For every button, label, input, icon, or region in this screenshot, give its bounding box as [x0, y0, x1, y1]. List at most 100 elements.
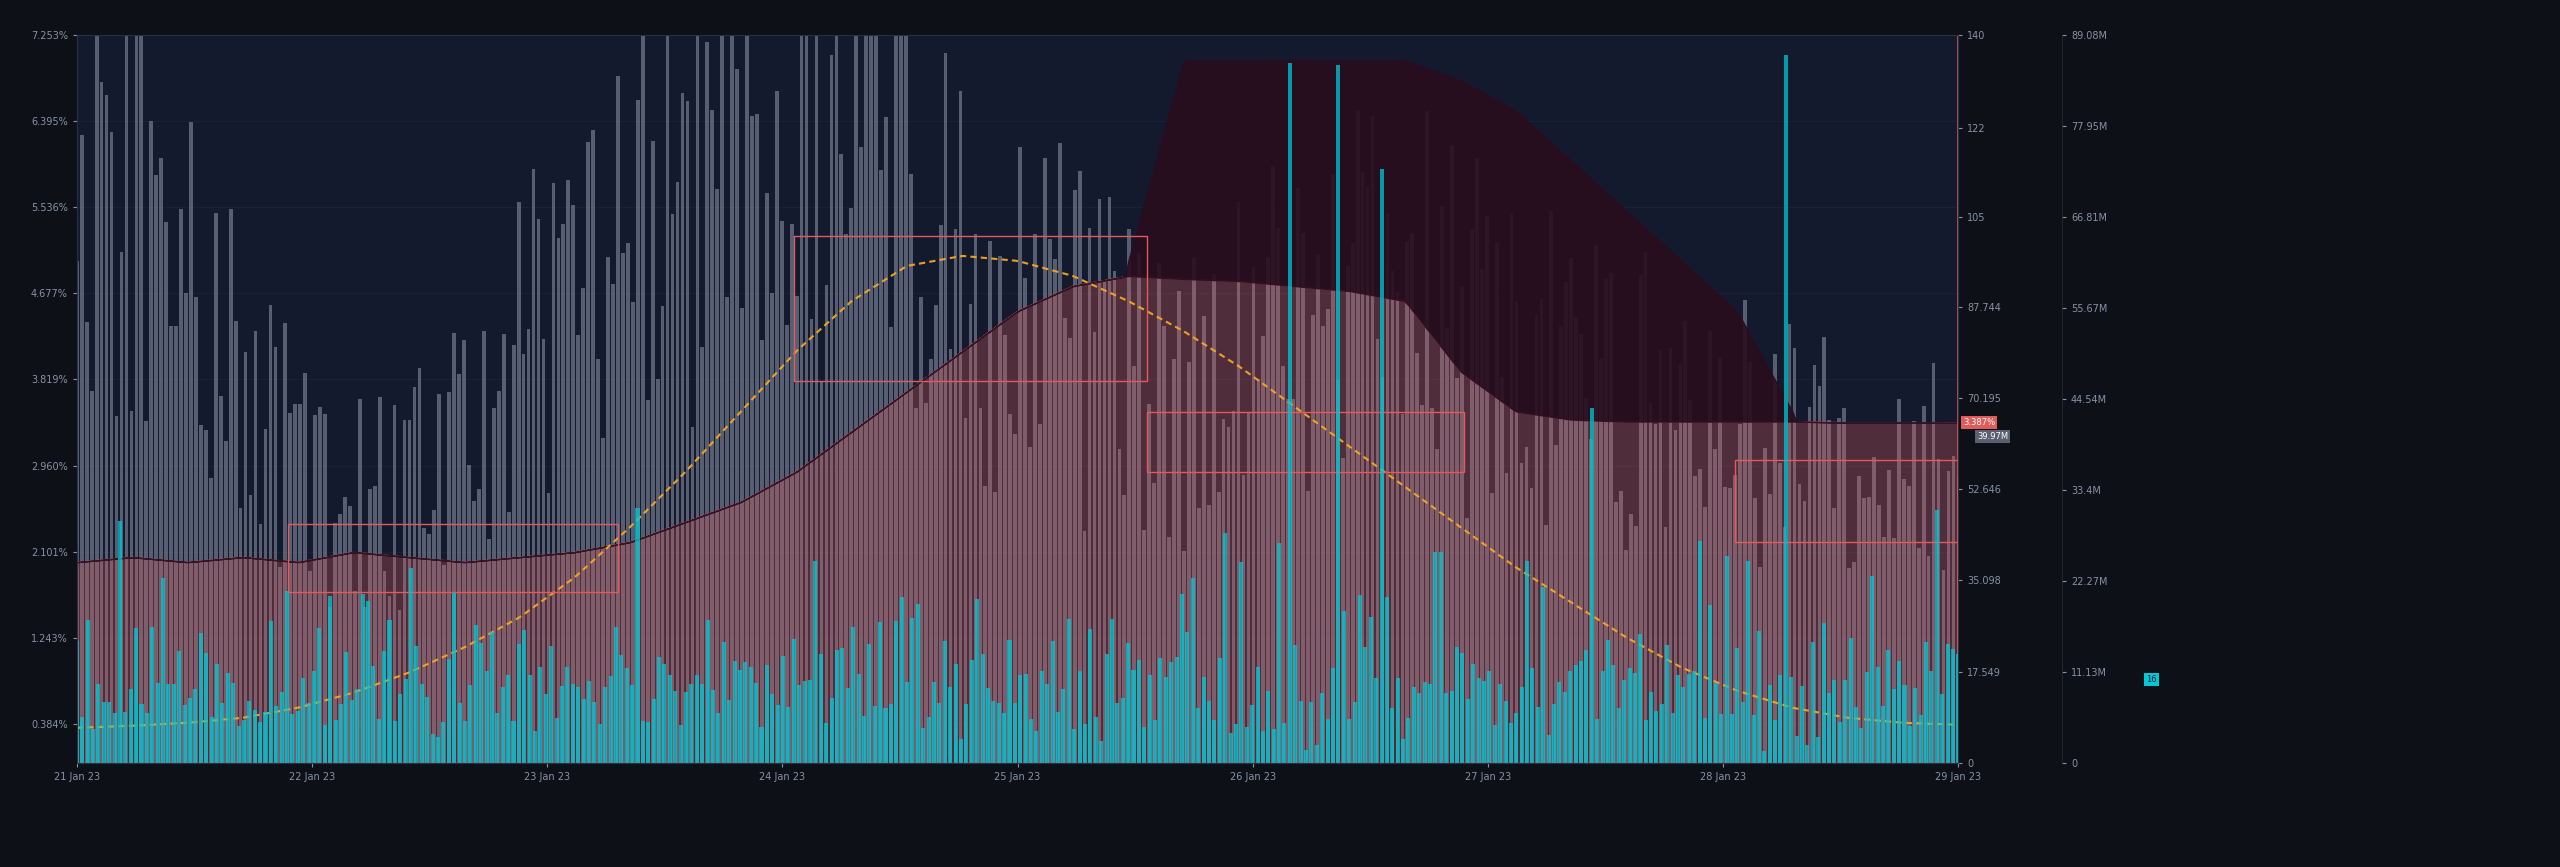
Bar: [230, 682, 236, 763]
Bar: [1170, 662, 1172, 763]
Bar: [561, 686, 563, 763]
Bar: [238, 507, 243, 763]
Bar: [1331, 174, 1334, 763]
Bar: [458, 375, 461, 763]
Bar: [1492, 725, 1498, 763]
Bar: [1242, 474, 1244, 763]
Bar: [1912, 420, 1915, 763]
Bar: [1126, 229, 1132, 763]
Bar: [1303, 750, 1308, 763]
Bar: [1147, 404, 1152, 763]
Bar: [1697, 469, 1702, 763]
Bar: [740, 308, 745, 763]
Bar: [307, 703, 310, 763]
Bar: [453, 593, 456, 763]
Bar: [1042, 159, 1047, 763]
Bar: [543, 338, 545, 763]
Bar: [348, 505, 351, 763]
Bar: [402, 420, 407, 763]
Bar: [1649, 402, 1651, 763]
Bar: [440, 722, 445, 763]
Bar: [1823, 336, 1825, 763]
Bar: [538, 219, 540, 763]
Bar: [1549, 212, 1554, 763]
Bar: [1224, 533, 1226, 763]
Bar: [622, 253, 625, 763]
Bar: [264, 429, 266, 763]
Bar: [996, 702, 1001, 763]
Bar: [929, 359, 932, 763]
Bar: [550, 183, 556, 763]
Bar: [1188, 362, 1190, 763]
Bar: [1431, 407, 1434, 763]
Bar: [1370, 617, 1372, 763]
Bar: [1019, 675, 1021, 763]
Bar: [1795, 736, 1800, 763]
Bar: [1544, 525, 1549, 763]
Bar: [220, 396, 223, 763]
Bar: [1623, 550, 1628, 763]
Bar: [1902, 685, 1907, 763]
Bar: [658, 657, 660, 763]
Bar: [397, 610, 402, 763]
Bar: [911, 618, 914, 763]
Bar: [1121, 495, 1126, 763]
Bar: [1193, 257, 1196, 763]
Bar: [381, 650, 387, 763]
Bar: [1692, 476, 1697, 763]
Bar: [1713, 449, 1718, 763]
Bar: [169, 326, 174, 763]
Bar: [105, 95, 108, 763]
Bar: [993, 492, 996, 763]
Bar: [640, 721, 645, 763]
Bar: [1172, 359, 1175, 763]
Bar: [1828, 693, 1830, 763]
Bar: [937, 703, 942, 763]
Bar: [760, 341, 763, 763]
Bar: [950, 349, 952, 763]
Bar: [522, 629, 527, 763]
Bar: [1165, 677, 1167, 763]
Bar: [1628, 668, 1631, 763]
Bar: [166, 683, 172, 763]
Bar: [1357, 595, 1362, 763]
Bar: [829, 698, 835, 763]
Bar: [1467, 699, 1469, 763]
Bar: [517, 644, 520, 763]
Bar: [1516, 302, 1518, 763]
Bar: [748, 667, 753, 763]
Bar: [681, 93, 684, 763]
Bar: [1052, 259, 1057, 763]
Bar: [1073, 190, 1078, 763]
Bar: [1500, 377, 1503, 763]
Bar: [1103, 280, 1106, 763]
Bar: [1370, 116, 1375, 763]
Bar: [1595, 719, 1600, 763]
Bar: [824, 723, 829, 763]
Bar: [125, 35, 128, 763]
Bar: [1062, 689, 1065, 763]
Bar: [922, 727, 924, 763]
Bar: [1364, 186, 1370, 763]
Bar: [858, 675, 860, 763]
Bar: [819, 654, 822, 763]
Bar: [74, 642, 79, 763]
Bar: [1731, 714, 1733, 763]
Bar: [566, 180, 571, 763]
Bar: [1866, 497, 1871, 763]
Bar: [814, 35, 819, 763]
Bar: [689, 684, 694, 763]
Bar: [1574, 665, 1577, 763]
Bar: [1748, 362, 1751, 763]
Bar: [678, 726, 684, 763]
Bar: [1784, 55, 1787, 763]
Bar: [1047, 239, 1052, 763]
Bar: [289, 414, 292, 763]
Bar: [1687, 674, 1690, 763]
Bar: [776, 91, 778, 763]
Bar: [474, 625, 479, 763]
Bar: [1183, 551, 1185, 763]
Bar: [701, 348, 704, 763]
Bar: [1341, 459, 1344, 763]
Bar: [980, 654, 986, 763]
